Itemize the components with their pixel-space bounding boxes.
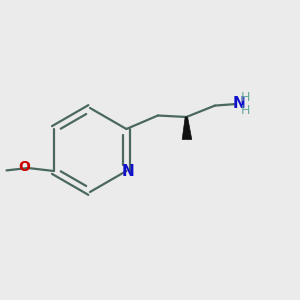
- Text: H: H: [241, 91, 250, 104]
- Text: O: O: [18, 160, 30, 174]
- Polygon shape: [182, 117, 192, 140]
- Text: H: H: [241, 103, 250, 117]
- Text: N: N: [232, 96, 245, 111]
- Text: N: N: [122, 164, 134, 179]
